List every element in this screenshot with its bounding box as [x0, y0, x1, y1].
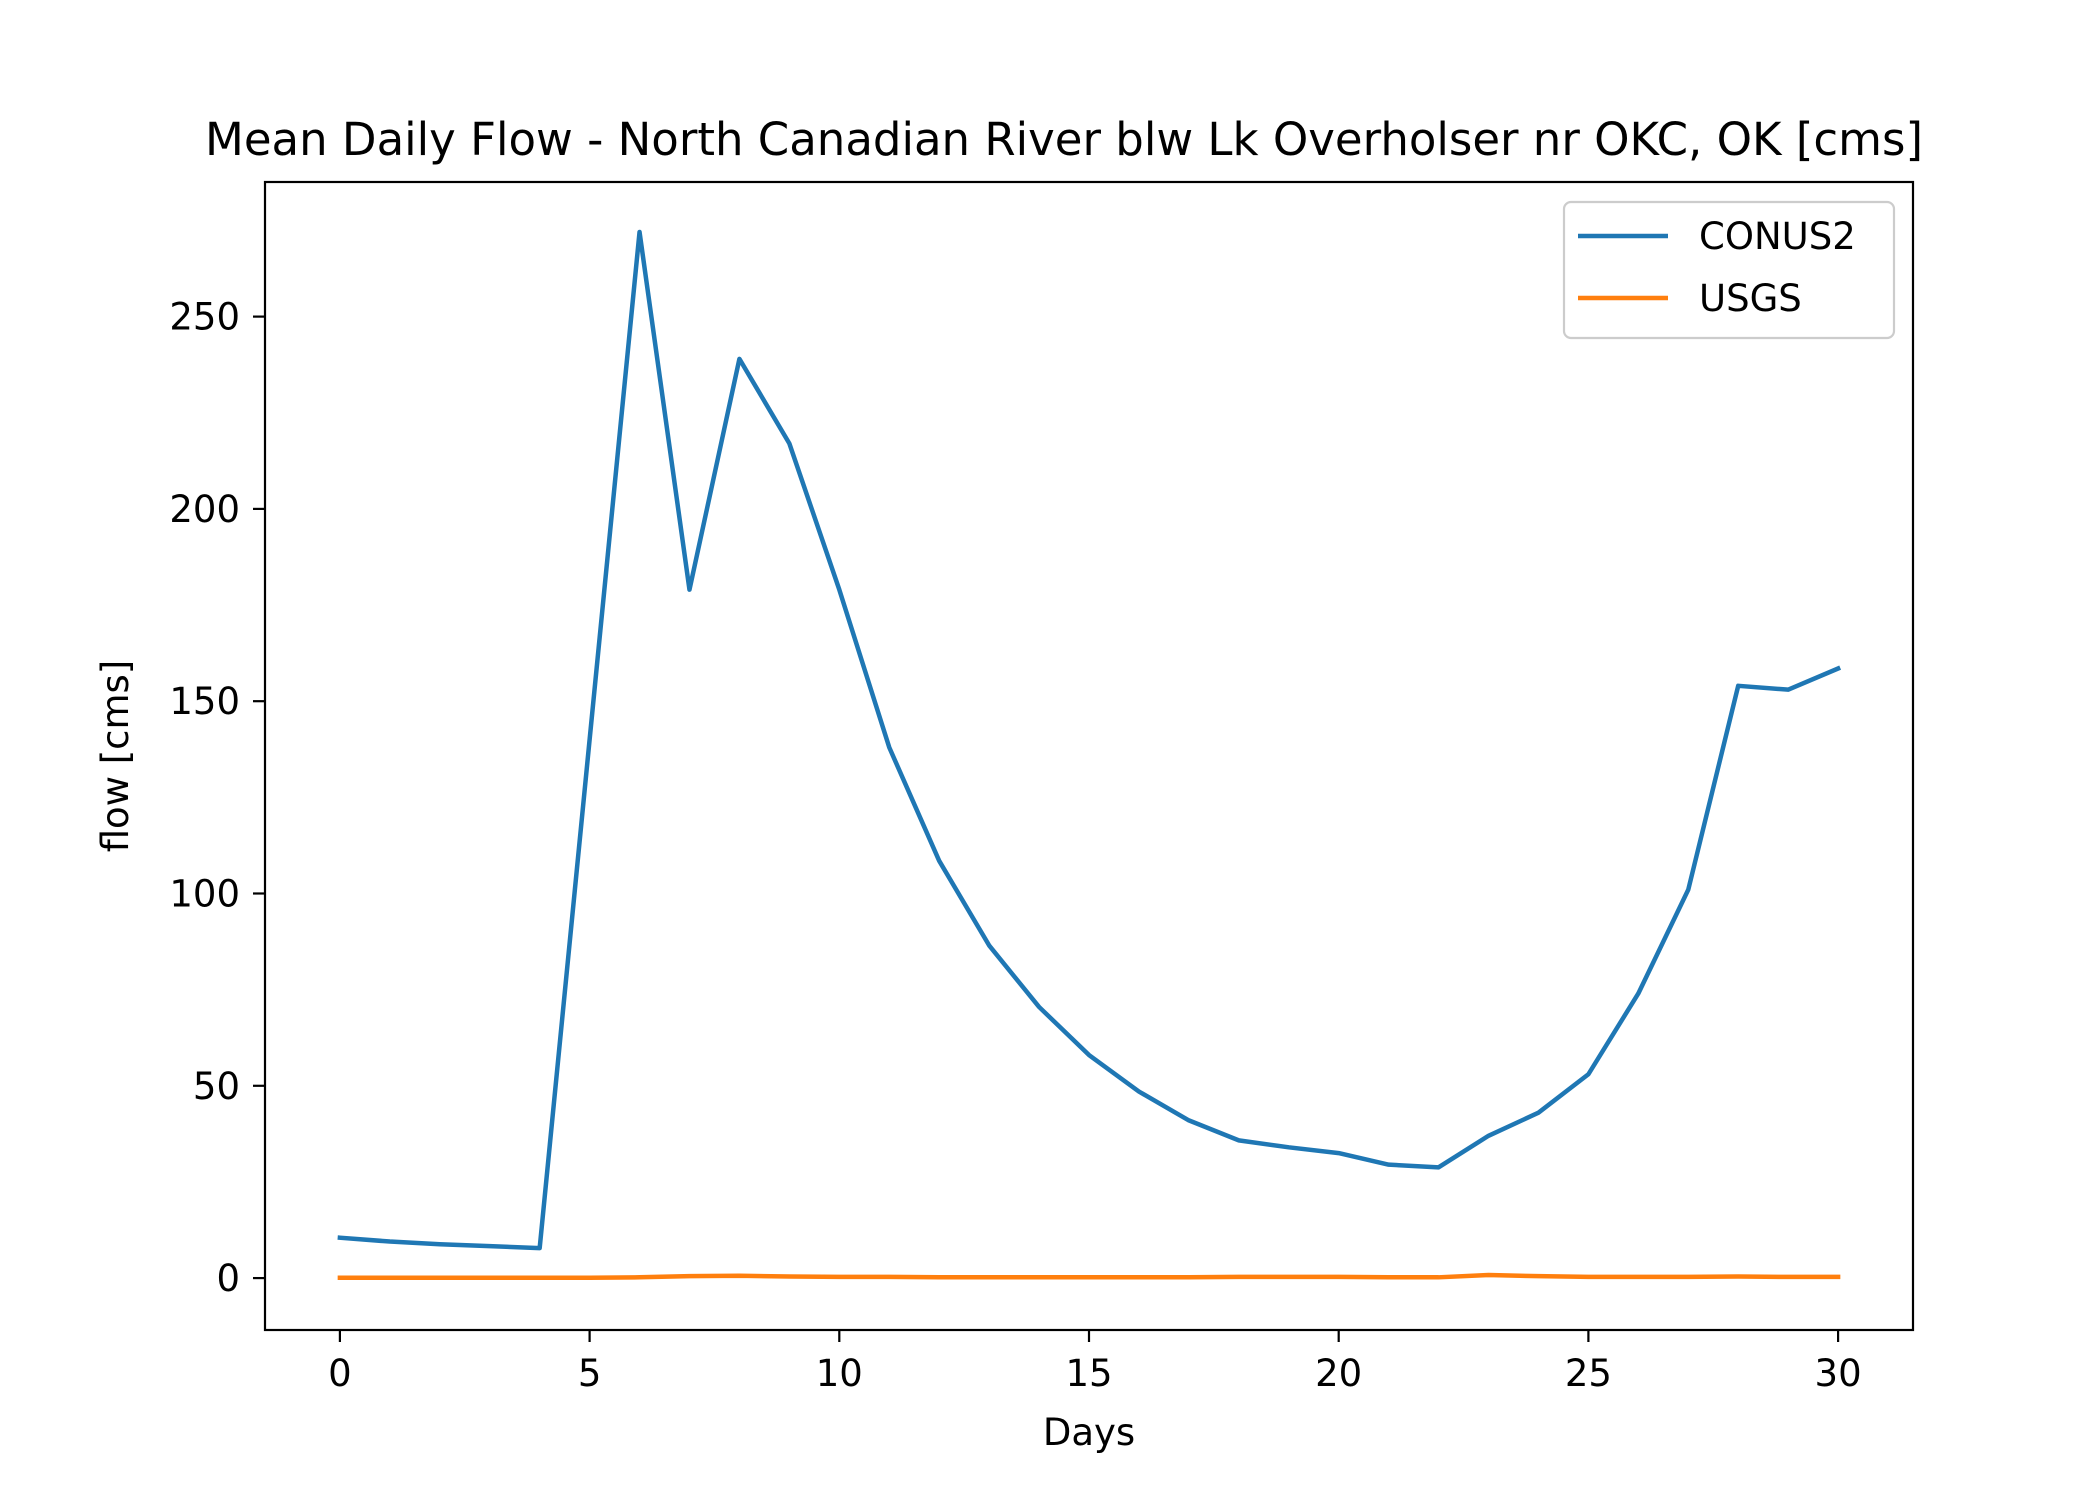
y-tick-label: 0: [216, 1257, 240, 1300]
x-tick-label: 10: [816, 1352, 863, 1395]
x-tick-label: 5: [578, 1352, 602, 1395]
legend: CONUS2 USGS: [1562, 200, 1896, 340]
chart-title: Mean Daily Flow - North Canadian River b…: [205, 113, 1923, 166]
x-tick-label: 30: [1815, 1352, 1862, 1395]
series-line-conus2: [337, 229, 1842, 1251]
series-line-usgs: [337, 1272, 1841, 1280]
y-axis: 0 50 100 150 200 250: [169, 296, 265, 1300]
y-tick-label: 250: [169, 296, 240, 339]
x-axis: 0 5 10 15 20 25 30: [328, 1330, 1862, 1395]
x-tick-label: 25: [1565, 1352, 1612, 1395]
legend-label-conus2: CONUS2: [1699, 215, 1856, 258]
y-axis-label: flow [cms]: [94, 660, 137, 853]
y-tick-label: 50: [193, 1065, 240, 1108]
x-axis-label: Days: [1043, 1411, 1135, 1454]
x-tick-label: 20: [1315, 1352, 1362, 1395]
legend-label-usgs: USGS: [1699, 277, 1802, 320]
x-tick-label: 15: [1065, 1352, 1112, 1395]
series-layer: [337, 229, 1842, 1280]
plot-area: [263, 180, 1915, 1332]
y-tick-label: 200: [169, 488, 240, 531]
y-tick-label: 100: [169, 872, 240, 915]
plot-background: [265, 182, 1913, 1330]
y-tick-label: 150: [169, 680, 240, 723]
x-tick-label: 0: [328, 1352, 352, 1395]
